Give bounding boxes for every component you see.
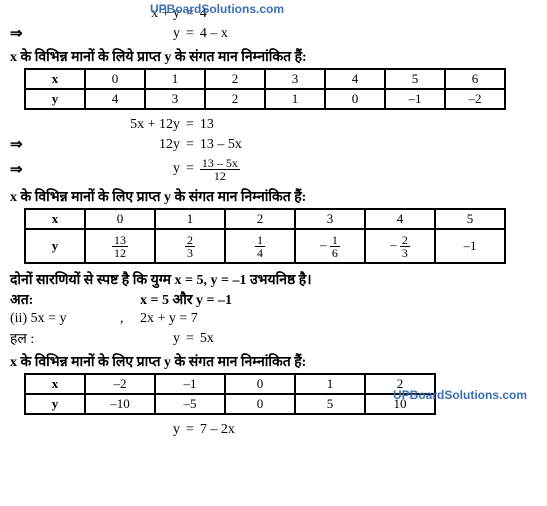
watermark-top: UPBoardSolutions.com — [150, 2, 284, 16]
table-cell: 1 — [265, 89, 325, 109]
s2-eq2-lhs: 12y — [60, 137, 180, 153]
table-cell: 0 — [225, 394, 295, 414]
table-cell: –1 — [435, 229, 505, 263]
eq-row-5: ⇒ y = 13 – 5x 12 — [10, 155, 537, 183]
watermark-bottom: UPBoardSolutions.com — [393, 388, 527, 402]
last-eq-row: y = 7 – 2x — [10, 421, 537, 439]
table-header-cell: y — [25, 89, 85, 109]
table-cell: – 16 — [295, 229, 365, 263]
eq-row-3: 5x + 12y = 13 — [10, 116, 537, 134]
solution-row: हल : y = 5x — [10, 329, 537, 348]
table-cell: –5 — [155, 394, 225, 414]
heading-2: x के विभिन्न मानों के लिए प्राप्त y के स… — [10, 187, 537, 206]
table-cell: 0 — [225, 374, 295, 394]
equals: = — [180, 161, 200, 177]
table-cell: 2 — [225, 209, 295, 229]
s2-eq1-lhs: 5x + 12y — [60, 117, 180, 133]
table-header-cell: y — [25, 229, 85, 263]
table-cell: 5 — [435, 209, 505, 229]
table-cell: 0 — [85, 209, 155, 229]
table-3: x–2–1012y–10–50510 — [24, 373, 436, 415]
table-cell: 6 — [445, 69, 505, 89]
equals: = — [180, 26, 200, 42]
table-cell: 4 — [325, 69, 385, 89]
eq2-lhs: y — [60, 26, 180, 42]
equals: = — [180, 422, 200, 438]
table-cell: – 23 — [365, 229, 435, 263]
table-cell: 3 — [295, 209, 365, 229]
table-cell: –2 — [85, 374, 155, 394]
table-header-cell: x — [25, 209, 85, 229]
table-cell: 5 — [385, 69, 445, 89]
equals: = — [180, 117, 200, 133]
table-header-cell: x — [25, 374, 85, 394]
table-cell: –1 — [155, 374, 225, 394]
implies-arrow: ⇒ — [10, 160, 60, 179]
implies-arrow: ⇒ — [10, 24, 60, 43]
implies-arrow: ⇒ — [10, 135, 60, 154]
table-cell: 4 — [85, 89, 145, 109]
part2-label: (ii) 5x = y — [10, 311, 120, 327]
table-1: x0123456y43210–1–2 — [24, 68, 506, 110]
sol-lhs: y — [60, 331, 180, 347]
table-cell: 0 — [325, 89, 385, 109]
table-cell: 1312 — [85, 229, 155, 263]
table-cell: 2 — [205, 69, 265, 89]
table-cell: 2 — [205, 89, 265, 109]
eq-row-2: ⇒ y = 4 – x — [10, 24, 537, 43]
table-cell: 0 — [85, 69, 145, 89]
part-ii-row: (ii) 5x = y , 2x + y = 7 — [10, 310, 537, 328]
therefore-label: अत: — [10, 290, 60, 309]
frac-num: 13 – 5x — [200, 157, 240, 170]
eq2-rhs: 4 – x — [200, 26, 228, 42]
table-cell: 1 — [295, 374, 365, 394]
s2-eq1-rhs: 13 — [200, 117, 214, 133]
equals: = — [180, 331, 200, 347]
s2-eq3-rhs: 13 – 5x 12 — [200, 157, 240, 182]
table-cell: 5 — [295, 394, 365, 414]
table-cell: 3 — [265, 69, 325, 89]
sol-label: हल : — [10, 329, 60, 348]
conclusion-line2: अत: x = 5 और y = –1 — [10, 290, 537, 309]
table-cell: –2 — [445, 89, 505, 109]
table-cell: 1 — [145, 69, 205, 89]
table-header-cell: y — [25, 394, 85, 414]
table-cell: 1 — [155, 209, 225, 229]
last-lhs: y — [60, 422, 180, 438]
table-cell: –10 — [85, 394, 155, 414]
frac-den: 12 — [212, 170, 228, 182]
table-cell: 4 — [365, 209, 435, 229]
part2-sep: , — [120, 311, 140, 327]
sol-rhs: 5x — [200, 331, 214, 347]
table-cell: 14 — [225, 229, 295, 263]
s2-eq3-lhs: y — [60, 161, 180, 177]
table-cell: 23 — [155, 229, 225, 263]
conclusion-eq: x = 5 और y = –1 — [60, 290, 232, 309]
table-2: x012345y13122314– 16– 23–1 — [24, 208, 506, 264]
heading-1: x के विभिन्न मानों के लिये प्राप्त y के … — [10, 47, 537, 66]
last-rhs: 7 – 2x — [200, 422, 235, 438]
s2-eq2-rhs: 13 – 5x — [200, 137, 242, 153]
eq-row-4: ⇒ 12y = 13 – 5x — [10, 135, 537, 154]
conclusion-line1: दोनों सारणियों से स्पष्ट है कि युग्म x =… — [10, 270, 537, 289]
table-header-cell: x — [25, 69, 85, 89]
equals: = — [180, 137, 200, 153]
heading-3: x के विभिन्न मानों के लिए प्राप्त y के स… — [10, 352, 537, 371]
part2-eq2: 2x + y = 7 — [140, 311, 198, 327]
table-cell: 3 — [145, 89, 205, 109]
table-cell: –1 — [385, 89, 445, 109]
